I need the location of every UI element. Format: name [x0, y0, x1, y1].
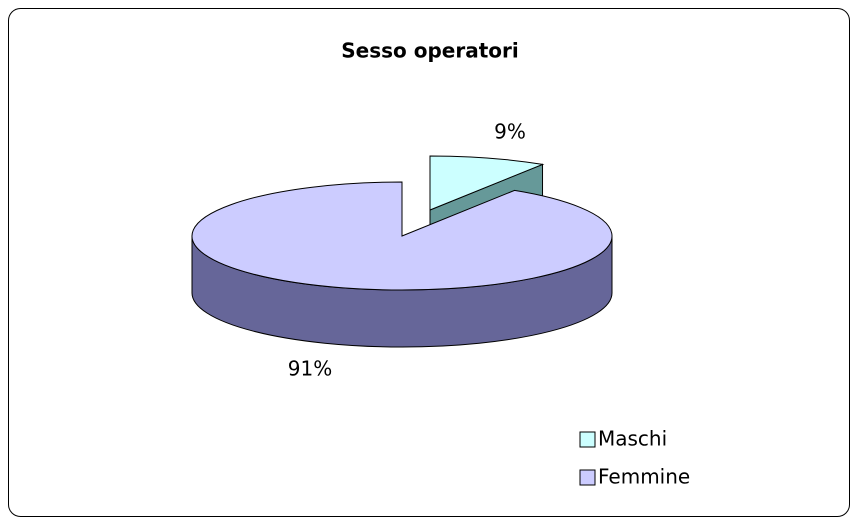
data-label: 91% [288, 357, 332, 381]
legend-swatch [579, 431, 596, 448]
legend-swatch [579, 469, 596, 486]
legend-label: Maschi [598, 427, 667, 451]
slice [191, 181, 613, 291]
chart-title: Sesso operatori [341, 39, 518, 63]
legend-label: Femmine [598, 465, 690, 489]
data-label: 9% [494, 120, 526, 144]
slice [429, 155, 545, 211]
